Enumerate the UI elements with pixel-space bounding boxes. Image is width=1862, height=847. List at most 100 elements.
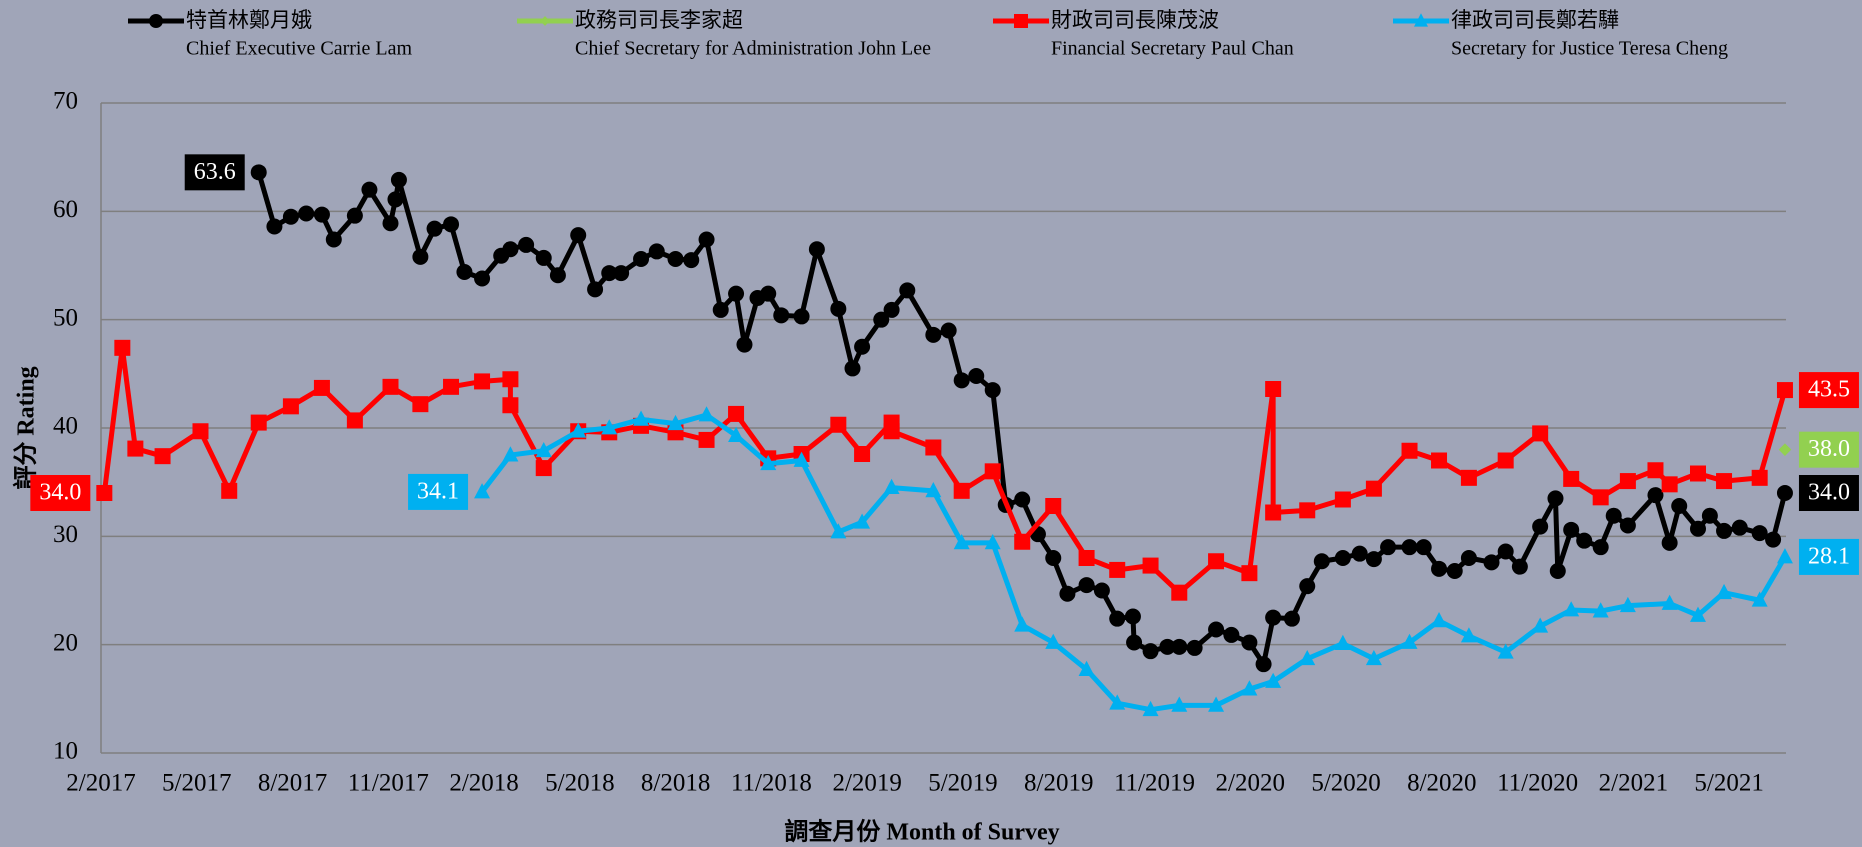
marker: [1765, 531, 1782, 548]
marker: [728, 405, 745, 422]
marker: [570, 227, 587, 244]
marker: [793, 451, 810, 467]
data-label-box: [30, 475, 91, 511]
series: 34.1 28.1: [408, 406, 1859, 717]
marker: [648, 243, 665, 260]
x-tick-label: 8/2019: [1024, 770, 1093, 797]
marker: [313, 379, 330, 396]
marker: [984, 534, 1001, 550]
marker: [382, 215, 399, 232]
x-tick-label: 2/2021: [1599, 770, 1668, 797]
legend-label-en: Secretary for Justice Teresa Cheng: [1451, 38, 1728, 60]
x-tick-label: 8/2017: [258, 770, 327, 797]
marker: [1716, 522, 1733, 539]
marker: [1265, 504, 1282, 521]
marker: [883, 301, 900, 318]
legend-label: 政務司司長李家超: [575, 8, 743, 32]
marker: [873, 311, 890, 328]
marker: [535, 249, 552, 266]
marker: [667, 251, 684, 267]
marker: [390, 171, 407, 188]
marker: [925, 482, 942, 498]
marker: [728, 285, 745, 302]
y-tick-label: 20: [53, 629, 78, 656]
marker: [1532, 425, 1549, 442]
marker: [346, 207, 363, 224]
marker: [1511, 558, 1528, 575]
marker: [1414, 13, 1428, 27]
marker: [474, 483, 491, 499]
x-tick-label: 11/2017: [348, 770, 429, 797]
marker: [773, 307, 790, 324]
series: 38.0: [1778, 431, 1859, 468]
marker: [1078, 550, 1095, 566]
marker: [968, 368, 985, 384]
marker: [1109, 610, 1126, 627]
marker: [1045, 550, 1062, 566]
marker: [953, 372, 970, 389]
x-tick-label: 8/2020: [1407, 770, 1476, 797]
marker: [1647, 487, 1664, 504]
marker: [221, 482, 238, 499]
marker: [1241, 565, 1258, 582]
marker: [1124, 608, 1141, 625]
marker: [683, 252, 700, 269]
marker: [443, 378, 460, 395]
marker: [1126, 634, 1143, 651]
marker: [854, 446, 871, 462]
marker: [940, 322, 957, 339]
marker: [1689, 520, 1706, 537]
marker: [1014, 616, 1031, 632]
marker: [127, 440, 144, 457]
marker: [1483, 554, 1500, 571]
marker: [502, 397, 519, 414]
marker: [1142, 700, 1159, 717]
marker: [1093, 582, 1110, 599]
marker: [1751, 525, 1768, 542]
x-tick-label: 11/2019: [1114, 770, 1195, 797]
marker: [830, 523, 847, 539]
data-label: 38.0: [1808, 436, 1850, 462]
marker: [1549, 563, 1566, 579]
y-axis-title: 評分 Rating: [12, 366, 40, 489]
x-tick-label: 2/2019: [832, 770, 901, 797]
y-tick-label: 10: [53, 738, 78, 765]
marker: [1241, 634, 1258, 651]
marker: [1460, 627, 1477, 643]
marker: [149, 14, 163, 28]
marker: [1776, 485, 1793, 501]
marker: [1142, 557, 1159, 574]
marker: [883, 423, 900, 440]
data-label: 34.0: [1808, 480, 1850, 506]
marker: [313, 206, 330, 223]
marker: [154, 448, 171, 465]
marker: [1171, 584, 1188, 601]
marker: [1776, 548, 1793, 564]
marker: [1460, 469, 1477, 486]
marker: [1299, 578, 1316, 595]
marker: [1401, 442, 1418, 459]
marker: [250, 164, 267, 181]
marker: [1208, 621, 1225, 638]
legend-label: 特首林鄭月娥: [186, 8, 312, 32]
marker: [387, 191, 404, 208]
marker: [1576, 532, 1593, 549]
x-tick-label: 11/2018: [731, 770, 812, 797]
marker: [854, 513, 871, 529]
marker: [114, 339, 131, 356]
marker: [1592, 539, 1609, 556]
marker: [325, 231, 342, 248]
marker: [474, 373, 491, 390]
data-label-box: [184, 154, 245, 191]
marker: [1171, 696, 1188, 712]
marker: [1776, 382, 1793, 399]
series: 34.0 43.5: [30, 339, 1859, 601]
marker: [549, 267, 566, 284]
data-label-box: [408, 473, 469, 510]
marker: [1365, 551, 1382, 568]
marker: [1241, 680, 1258, 696]
x-tick-label: 8/2018: [641, 770, 710, 797]
data-label-box: [1798, 372, 1859, 409]
